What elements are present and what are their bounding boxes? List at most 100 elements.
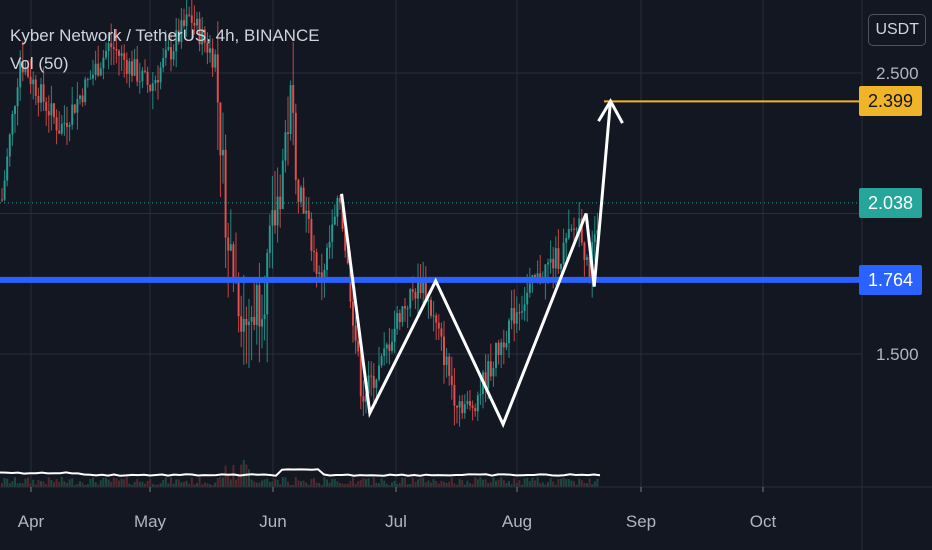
candle-body [45, 101, 48, 111]
volume-bar [419, 477, 422, 487]
volume-bar [487, 483, 490, 487]
candle-body [274, 210, 276, 226]
volume-bar [383, 480, 386, 487]
candle-body [232, 244, 235, 280]
volume-bar [14, 477, 16, 487]
candle-body [229, 244, 232, 251]
volume-bar [378, 483, 380, 487]
volume-bar [336, 481, 339, 487]
candle-body [523, 304, 526, 312]
volume-bar [276, 479, 279, 487]
candle-body [55, 117, 58, 131]
candle-body [167, 47, 170, 50]
candle-body [406, 308, 409, 310]
volume-bar [328, 482, 331, 487]
candle-body [505, 343, 508, 348]
candle-body [526, 292, 529, 305]
w-pattern-drawing [340, 98, 624, 429]
volume-bar [362, 478, 365, 487]
volume-bar [375, 482, 378, 487]
volume-bar [146, 480, 149, 487]
candle-body [248, 321, 250, 326]
volume-bar [440, 480, 443, 487]
volume-bar [346, 483, 349, 487]
candle-body [159, 67, 162, 83]
candle-body [341, 202, 344, 229]
candle-body [177, 30, 180, 43]
volume-bar [528, 480, 531, 487]
volume-bar [544, 484, 547, 487]
candle-body [268, 225, 271, 253]
volume-bar [354, 483, 357, 487]
volume-bar [198, 477, 201, 487]
volume-bar [261, 480, 263, 487]
candle-body [323, 269, 326, 281]
candle-body [47, 110, 50, 116]
candle-body [336, 197, 339, 217]
candle-body [461, 401, 464, 414]
candle-body [326, 247, 328, 270]
volume-bar [266, 478, 269, 487]
candle-body [84, 79, 87, 103]
volume-bar [190, 477, 193, 487]
volume-bar [289, 484, 292, 487]
candle-body [183, 20, 185, 26]
volume-bar [357, 481, 360, 487]
volume-bar [222, 477, 224, 487]
volume-bar [159, 483, 162, 487]
volume-indicator-label[interactable]: Vol (50) [10, 54, 69, 73]
volume-bar [235, 479, 237, 487]
volume-bar [495, 480, 497, 487]
candle-body [154, 79, 157, 84]
candle-body [331, 224, 334, 242]
candle-body [188, 14, 191, 16]
volume-bar [479, 477, 482, 487]
volume-bar [71, 478, 74, 487]
candle-body [42, 84, 45, 102]
candle-body [297, 179, 300, 202]
volume-bar [268, 481, 271, 487]
volume-bar [570, 480, 573, 487]
candle-body [536, 273, 539, 280]
volume-bar [201, 484, 204, 487]
volume-bar [97, 484, 100, 487]
volume-bar [89, 478, 92, 487]
volume-bar [86, 484, 89, 487]
price-tick-label: 1.500 [876, 345, 919, 364]
volume-bar [445, 482, 448, 487]
volume-bar [531, 477, 534, 487]
volume-bar [380, 478, 383, 487]
candle-body [432, 315, 435, 317]
volume-bar [6, 478, 9, 487]
volume-bar [333, 478, 336, 487]
candle-body [588, 257, 591, 279]
candle-body [518, 312, 521, 314]
price-tick-label: 2.500 [876, 64, 919, 83]
candle-body [79, 95, 81, 99]
candle-body [149, 84, 152, 91]
candle-body [211, 48, 214, 68]
candle-body [214, 54, 217, 68]
candle-body [110, 43, 113, 48]
volume-bar [567, 479, 570, 487]
candle-body [253, 316, 256, 325]
candle-body [185, 14, 188, 26]
volume-bar [541, 482, 544, 487]
volume-bar [216, 478, 219, 487]
volume-bar [141, 481, 144, 487]
volume-bar [112, 477, 115, 487]
candle-body [547, 262, 549, 265]
candle-body [66, 122, 68, 127]
volume-bar [406, 484, 409, 487]
candle-body [146, 71, 149, 85]
time-tick-label: Jul [385, 512, 407, 531]
candle-body [453, 384, 456, 406]
candle-body [21, 61, 24, 73]
volume-bar [510, 484, 513, 487]
volume-bar [388, 484, 391, 487]
candle-body [164, 49, 167, 58]
volume-bar [552, 481, 555, 487]
candle-body [86, 79, 89, 81]
currency-button[interactable]: USDT [868, 14, 926, 46]
